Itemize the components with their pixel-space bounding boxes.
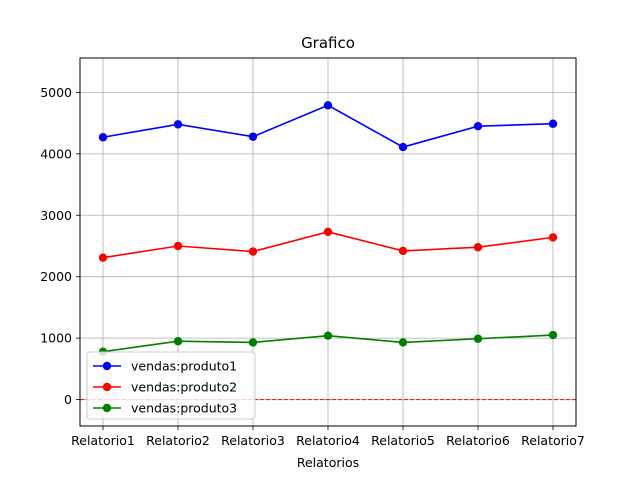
series-1 [98,101,558,152]
legend: vendas:produto1 vendas:produto2 vendas:pro… [86,351,256,420]
x-tick-label: Relatorio2 [146,433,210,448]
data-point [248,338,258,347]
legend-label: vendas:produto2 [131,380,237,395]
y-tick-label: 0 [64,392,72,407]
legend-item: vendas:produto1 [93,359,237,374]
x-tick-label: Relatorio7 [521,433,585,448]
data-point [98,133,108,142]
data-point [323,101,333,110]
data-point [398,246,408,256]
data-point [473,121,483,131]
legend-item: vendas:produto3 [93,401,237,416]
data-point [248,132,258,141]
series-layer [98,101,558,356]
chart-title: Grafico [301,34,355,52]
legend-marker [102,403,112,413]
legend-marker [102,382,112,392]
x-axis-ticks: Relatorio1 Relatorio2 Relatorio3 Relatorio4… [71,426,585,448]
data-point [323,331,333,340]
x-tick-label: Relatorio4 [296,433,360,448]
data-point [398,338,408,347]
legend-label: vendas:produto1 [131,359,237,374]
y-tick-label: 4000 [40,146,72,161]
data-point [473,243,483,252]
data-point [398,142,408,152]
legend-box [86,351,256,420]
data-point [173,120,183,129]
data-point [548,119,558,128]
data-point [98,253,108,262]
y-tick-label: 1000 [40,331,72,346]
y-tick-label: 3000 [40,208,72,223]
x-tick-label: Relatorio1 [71,433,135,448]
y-tick-label: 5000 [40,85,72,100]
series-3 [98,330,558,356]
data-point [548,330,558,340]
y-axis-ticks: 0 1000 2000 3000 4000 5000 [40,85,80,407]
y-tick-label: 2000 [40,269,72,284]
data-point [548,233,558,242]
legend-marker [102,361,112,371]
data-point [473,334,483,343]
x-tick-label: Relatorio5 [371,433,435,448]
legend-label: vendas:produto3 [131,401,237,416]
data-point [323,227,333,237]
x-axis-label: Relatorios [297,455,359,470]
series-2 [98,227,558,262]
legend-item: vendas:produto2 [93,380,237,395]
data-point [173,241,183,251]
x-tick-label: Relatorio3 [221,433,285,448]
data-point [173,337,183,346]
data-point [248,247,258,256]
x-tick-label: Relatorio6 [446,433,510,448]
